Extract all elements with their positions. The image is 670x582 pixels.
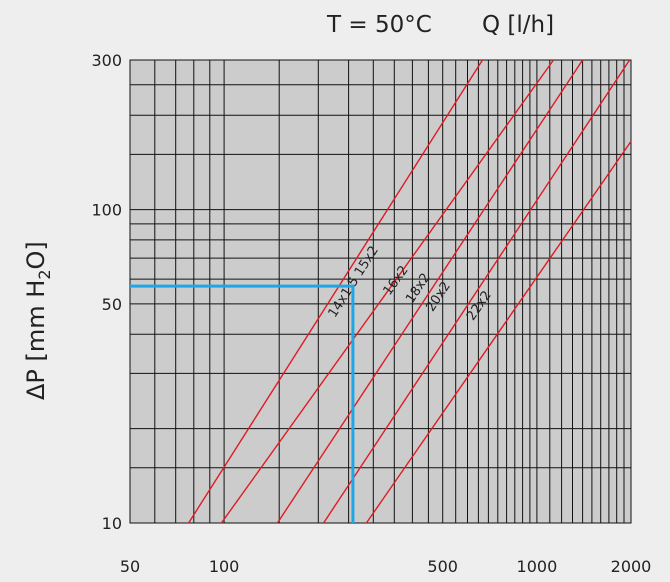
series-line [276, 59, 584, 524]
series-line [220, 59, 555, 524]
plot-area [130, 60, 631, 523]
grid [129, 59, 632, 524]
y-tick-labels: 10 50 100 300 [91, 51, 122, 533]
x-tick-label: 1000 [517, 557, 558, 576]
series-line [323, 59, 631, 524]
y-tick-label: 10 [102, 514, 122, 533]
y-axis-label: ΔP [mm H2O] [22, 241, 54, 400]
reading-line [130, 284, 355, 523]
series-line [365, 141, 632, 524]
x-tick-label: 50 [120, 557, 140, 576]
x-tick-labels: 50 100 500 1000 2000 [120, 557, 652, 576]
chart-header-temperature: T = 50°C [326, 12, 432, 38]
y-tick-label: 300 [91, 51, 122, 70]
reading-marker [130, 284, 355, 523]
x-tick-label: 100 [209, 557, 240, 576]
chart-header-flow: Q [l/h] [482, 12, 554, 38]
series-line [188, 59, 484, 524]
y-tick-label: 100 [91, 201, 122, 220]
y-tick-label: 50 [102, 295, 122, 314]
plot-frame [129, 59, 632, 524]
x-tick-label: 500 [427, 557, 458, 576]
x-tick-label: 2000 [611, 557, 652, 576]
